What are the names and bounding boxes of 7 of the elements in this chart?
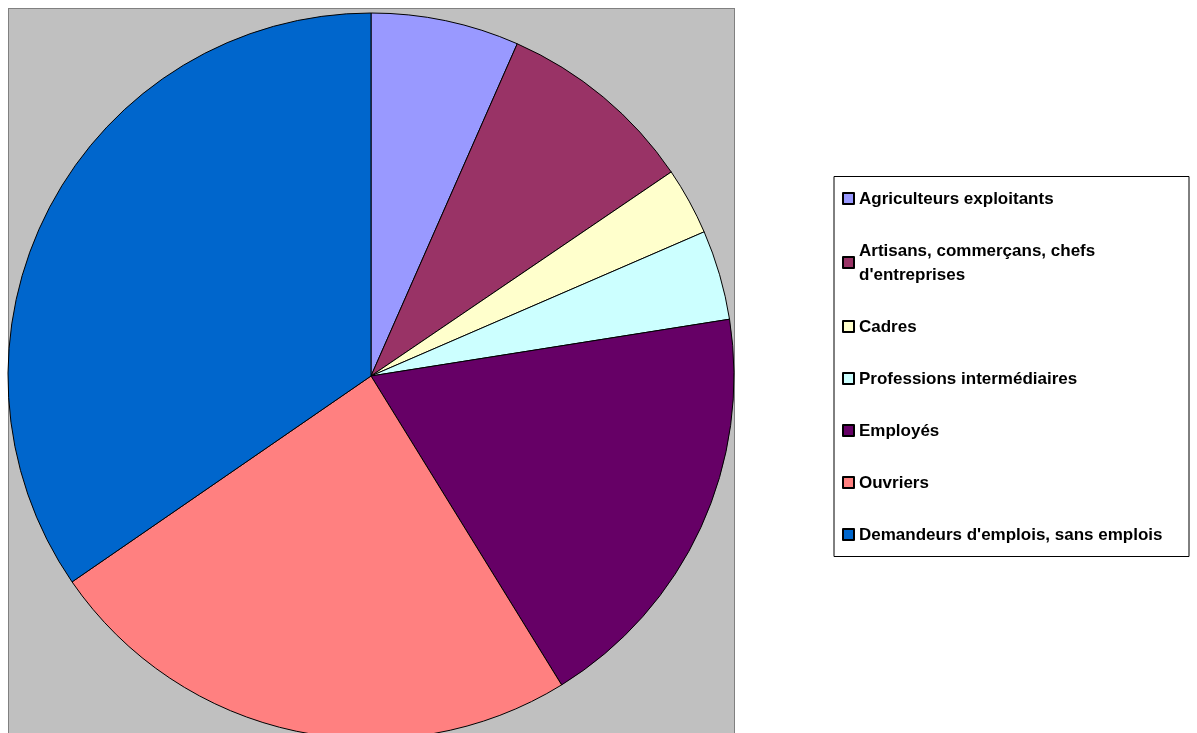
legend-label: Employés [859, 421, 940, 440]
legend-label: Demandeurs d'emplois, sans emplois [859, 525, 1163, 544]
legend-label: Cadres [859, 317, 917, 336]
legend-label: Artisans, commerçans, chefs d'entreprises [859, 241, 1100, 284]
legend-label: Professions intermédiaires [859, 369, 1078, 388]
legend-label: Agriculteurs exploitants [859, 189, 1054, 208]
legend-label: Ouvriers [859, 473, 929, 492]
